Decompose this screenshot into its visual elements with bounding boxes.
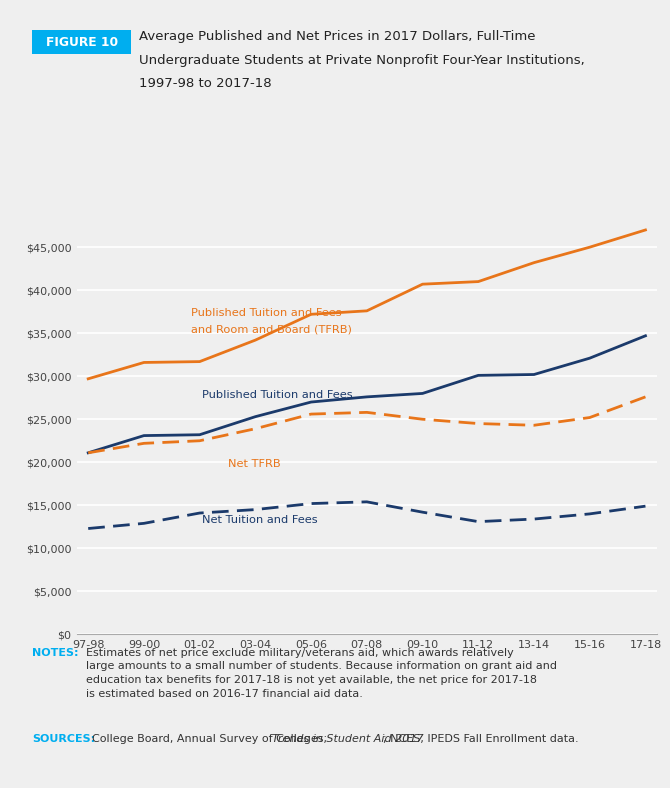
Text: Undergraduate Students at Private Nonprofit Four-Year Institutions,: Undergraduate Students at Private Nonpro… [139,54,585,66]
Text: Trends in Student Aid 2017: Trends in Student Aid 2017 [272,734,423,745]
Text: Published Tuition and Fees: Published Tuition and Fees [202,390,353,400]
Text: ; NCES, IPEDS Fall Enrollment data.: ; NCES, IPEDS Fall Enrollment data. [383,734,578,745]
Text: 1997-98 to 2017-18: 1997-98 to 2017-18 [139,77,272,90]
Text: Average Published and Net Prices in 2017 Dollars, Full-Time: Average Published and Net Prices in 2017… [139,30,536,43]
Text: and Room and Board (TFRB): and Room and Board (TFRB) [192,324,352,334]
Text: Estimates of net price exclude military/veterans aid, which awards relatively
la: Estimates of net price exclude military/… [86,648,557,698]
Text: Net Tuition and Fees: Net Tuition and Fees [202,515,318,525]
FancyBboxPatch shape [32,30,131,54]
Text: NOTES:: NOTES: [32,648,78,658]
Text: FIGURE 10: FIGURE 10 [46,35,118,49]
Text: College Board, Annual Survey of Colleges;: College Board, Annual Survey of Colleges… [92,734,331,745]
Text: Published Tuition and Fees: Published Tuition and Fees [192,308,342,318]
Text: Net TFRB: Net TFRB [228,459,280,469]
Text: SOURCES:: SOURCES: [32,734,95,745]
